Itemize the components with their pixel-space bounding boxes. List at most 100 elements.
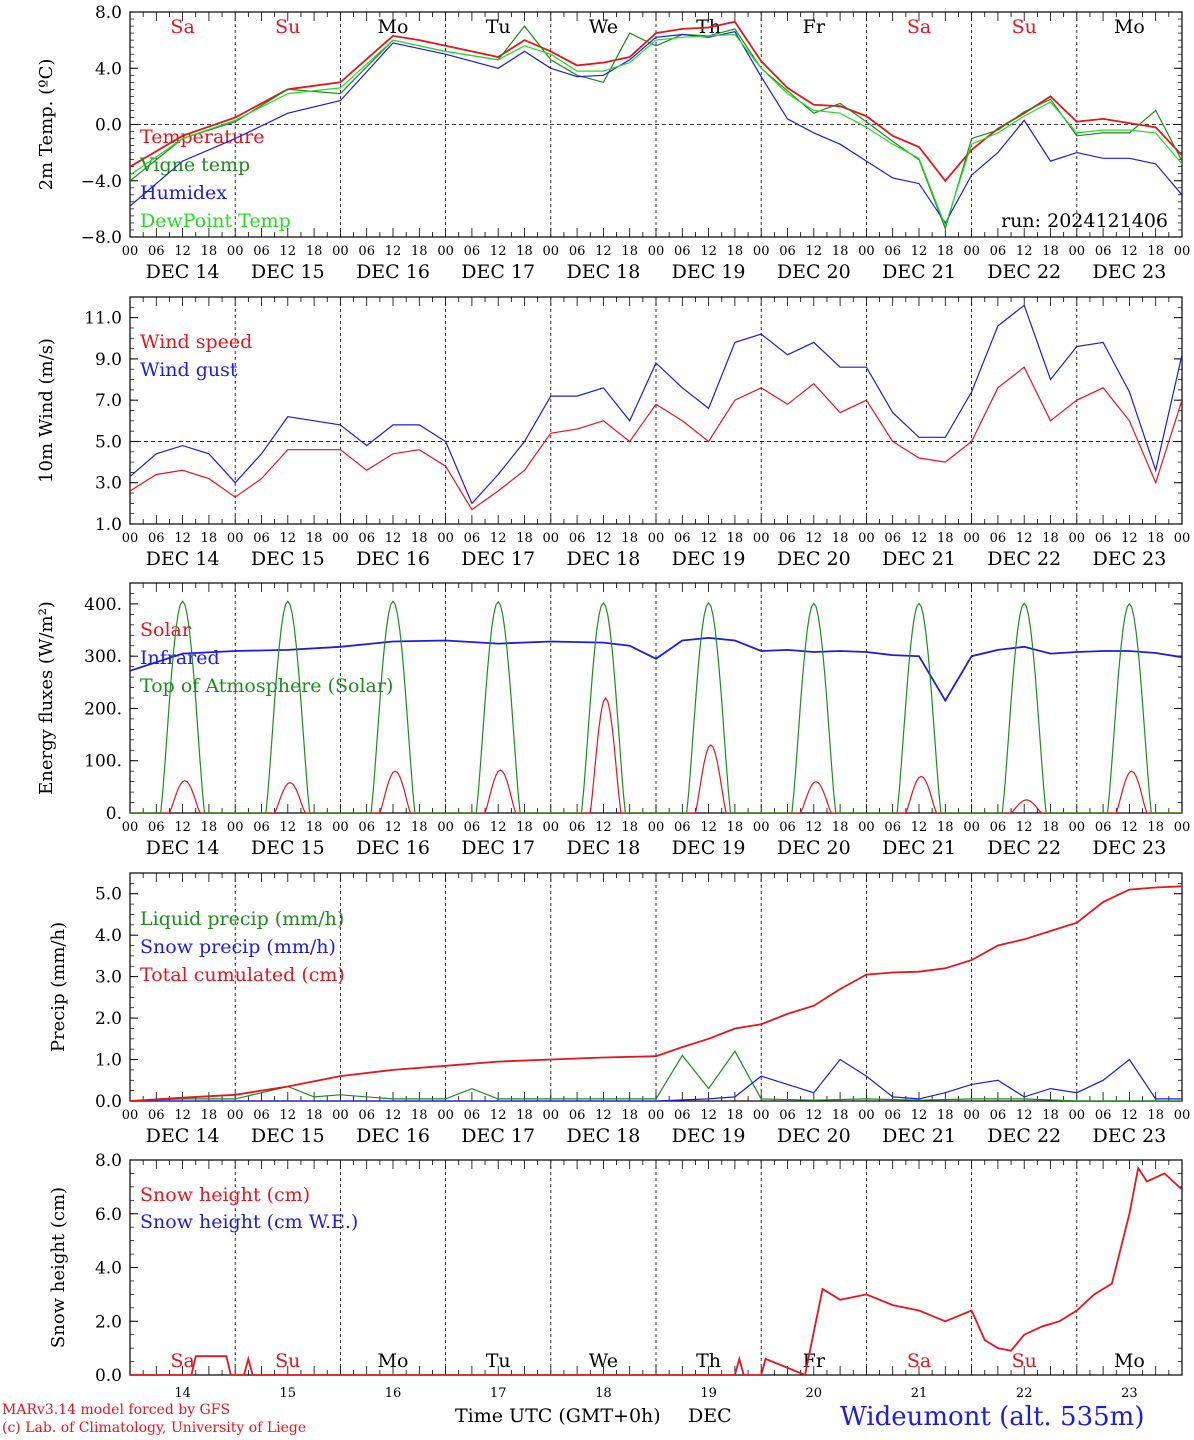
hour-tick-label: 06 [1095, 244, 1112, 259]
hour-tick-label: 18 [621, 820, 638, 835]
y-tick-label: −4.0 [81, 172, 122, 192]
hour-tick-label: 00 [753, 820, 770, 835]
hour-tick-label: 12 [806, 531, 823, 546]
hour-tick-label: 12 [1016, 1108, 1033, 1123]
series-line-total-cumulated-cm- [130, 885, 1182, 1101]
legend-entry: Liquid precip (mm/h) [140, 908, 344, 930]
series-line-wind-speed [130, 366, 1182, 511]
y-tick-label: 2.0 [95, 1312, 122, 1332]
hour-tick-label: 06 [674, 531, 691, 546]
day-number-label: 14 [174, 1386, 191, 1401]
hour-tick-label: 00 [437, 820, 454, 835]
hour-tick-label: 06 [1095, 1108, 1112, 1123]
hour-tick-label: 00 [858, 244, 875, 259]
hour-tick-label: 18 [201, 531, 218, 546]
hour-tick-label: 18 [516, 1108, 533, 1123]
series-line-top-of-atmosphere-solar- [130, 600, 1182, 813]
y-tick-label: 1.0 [95, 1051, 122, 1071]
day-label: DEC 20 [777, 548, 851, 570]
hour-tick-label: 18 [727, 244, 744, 259]
hour-tick-label: 00 [332, 244, 349, 259]
series-line-liquid-precip-mm-h- [130, 1050, 1182, 1101]
y-tick-label: 7.0 [95, 391, 122, 411]
y-tick-label: 0.0 [95, 1092, 122, 1112]
day-label: DEC 14 [146, 548, 220, 570]
day-label: DEC 21 [882, 1125, 956, 1147]
hour-tick-label: 06 [1095, 531, 1112, 546]
hour-tick-label: 18 [621, 531, 638, 546]
hour-tick-label: 00 [753, 531, 770, 546]
hour-tick-label: 12 [490, 1108, 507, 1123]
y-tick-label: 11.0 [84, 309, 122, 329]
y-tick-label: 200. [84, 699, 122, 719]
y-tick-label: 300. [84, 647, 122, 667]
hour-tick-label: 06 [884, 820, 901, 835]
y-axis-label: Energy fluxes (W/m²) [36, 601, 57, 795]
hour-tick-label: 06 [990, 1108, 1007, 1123]
series-line-wind-gust [130, 304, 1182, 505]
day-label: DEC 16 [356, 261, 430, 283]
hour-tick-label: 18 [201, 1108, 218, 1123]
day-label: DEC 14 [146, 1125, 220, 1147]
hour-tick-label: 00 [858, 1108, 875, 1123]
hour-tick-label: 12 [174, 820, 191, 835]
day-label: DEC 19 [672, 261, 746, 283]
hour-tick-label: 18 [1042, 820, 1059, 835]
hour-tick-label: 06 [990, 820, 1007, 835]
hour-tick-label: 12 [700, 1108, 717, 1123]
legend-entry: Snow height (cm W.E.) [140, 1211, 358, 1233]
day-label: DEC 17 [461, 548, 535, 570]
day-label: DEC 16 [356, 548, 430, 570]
hour-tick-label: 18 [1147, 1108, 1164, 1123]
hour-tick-label: 12 [806, 1108, 823, 1123]
day-number-label: 16 [385, 1386, 402, 1401]
hour-tick-label: 18 [937, 244, 954, 259]
day-label: DEC 14 [146, 837, 220, 859]
hour-tick-label: 12 [1121, 531, 1138, 546]
hour-tick-label: 00 [858, 531, 875, 546]
weekday-label: Mo [378, 16, 409, 38]
hour-tick-label: 06 [464, 820, 481, 835]
hour-tick-label: 18 [832, 531, 849, 546]
hour-tick-label: 06 [358, 1108, 375, 1123]
day-number-label: 19 [700, 1386, 717, 1401]
hour-tick-label: 00 [122, 531, 139, 546]
hour-tick-label: 00 [858, 820, 875, 835]
weekday-label: Su [1012, 16, 1037, 38]
day-label: DEC 15 [251, 548, 325, 570]
hour-tick-label: 00 [963, 244, 980, 259]
hour-tick-label: 00 [543, 531, 560, 546]
panel-1: 8.0 4.0 0.0 −4.0 −8.0 2m Temp. (ºC) 00 06 12 18 00… [36, 3, 1190, 283]
hour-tick-label: 00 [648, 820, 665, 835]
day-label: DEC 23 [1092, 837, 1166, 859]
hour-tick-label: 12 [1121, 244, 1138, 259]
hour-tick-label: 12 [490, 244, 507, 259]
hour-tick-label: 00 [437, 244, 454, 259]
hour-tick-label: 12 [385, 244, 402, 259]
hour-tick-label: 00 [227, 1108, 244, 1123]
hour-tick-label: 12 [595, 1108, 612, 1123]
hour-tick-label: 06 [674, 244, 691, 259]
legend-entry: Temperature [140, 126, 264, 148]
day-label: DEC 22 [987, 548, 1061, 570]
hour-tick-label: 06 [464, 531, 481, 546]
hour-tick-label: 18 [937, 1108, 954, 1123]
y-tick-label: 0.0 [95, 1366, 122, 1386]
legend-entry: Wind gust [140, 359, 238, 381]
day-number-label: 17 [490, 1386, 507, 1401]
hour-tick-label: 00 [122, 820, 139, 835]
y-tick-label: 6.0 [95, 1205, 122, 1225]
hour-tick-label: 12 [280, 531, 297, 546]
hour-tick-label: 12 [174, 1108, 191, 1123]
hour-tick-label: 12 [700, 244, 717, 259]
hour-tick-label: 12 [385, 531, 402, 546]
hour-tick-label: 00 [227, 244, 244, 259]
hour-tick-label: 18 [832, 820, 849, 835]
hour-tick-label: 12 [490, 820, 507, 835]
day-label: DEC 18 [566, 837, 640, 859]
weekday-label: We [589, 16, 618, 38]
hour-tick-label: 12 [385, 820, 402, 835]
series-line-infrared [130, 636, 1182, 703]
hour-tick-label: 00 [332, 1108, 349, 1123]
